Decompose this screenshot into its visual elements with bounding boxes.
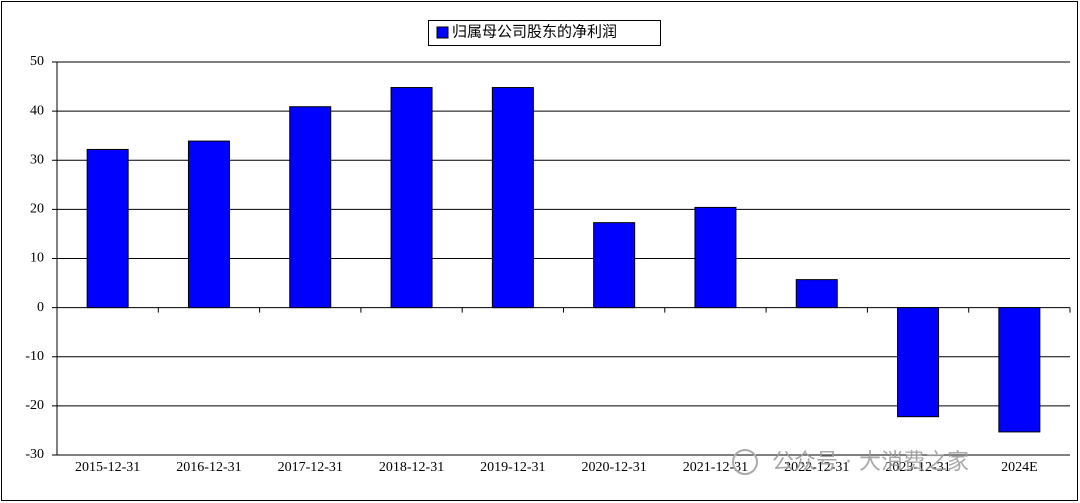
bar [795,279,838,309]
x-tick-label: 2018-12-31 [379,460,444,475]
x-tick-label: 2022-12-31 [784,460,849,475]
x-tick-label: 2024E [1001,460,1038,475]
watermark-icon [732,449,758,475]
x-tick-label: 2021-12-31 [683,460,748,475]
bar [593,222,636,309]
x-tick-label: 2015-12-31 [75,460,140,475]
y-tick-label: -30 [25,447,44,462]
bar [491,87,534,309]
y-tick-label: -10 [25,349,44,364]
bar [86,148,129,309]
legend-box [428,20,661,46]
y-tick-label: 30 [30,152,44,167]
y-tick-label: 10 [30,251,44,266]
x-tick-label: 2019-12-31 [480,460,545,475]
y-tick-label: 50 [30,54,44,69]
x-tick-label: 2023-12-31 [885,460,950,475]
legend-swatch [436,26,449,39]
bar [998,307,1041,433]
x-tick-label: 2016-12-31 [176,460,241,475]
y-tick-label: 40 [30,103,44,118]
watermark: 公众号 · 大消费之家 [772,450,969,475]
bar [187,140,230,309]
bar [694,206,737,309]
y-tick-label: -20 [25,398,44,413]
y-tick-label: 0 [37,300,44,315]
x-tick-label: 2017-12-31 [278,460,343,475]
y-tick-label: 20 [30,202,44,217]
bar [897,307,940,418]
bar [390,87,433,309]
x-tick-label: 2020-12-31 [581,460,646,475]
legend-label: 归属母公司股东的净利润 [452,23,617,40]
bar [289,106,332,309]
